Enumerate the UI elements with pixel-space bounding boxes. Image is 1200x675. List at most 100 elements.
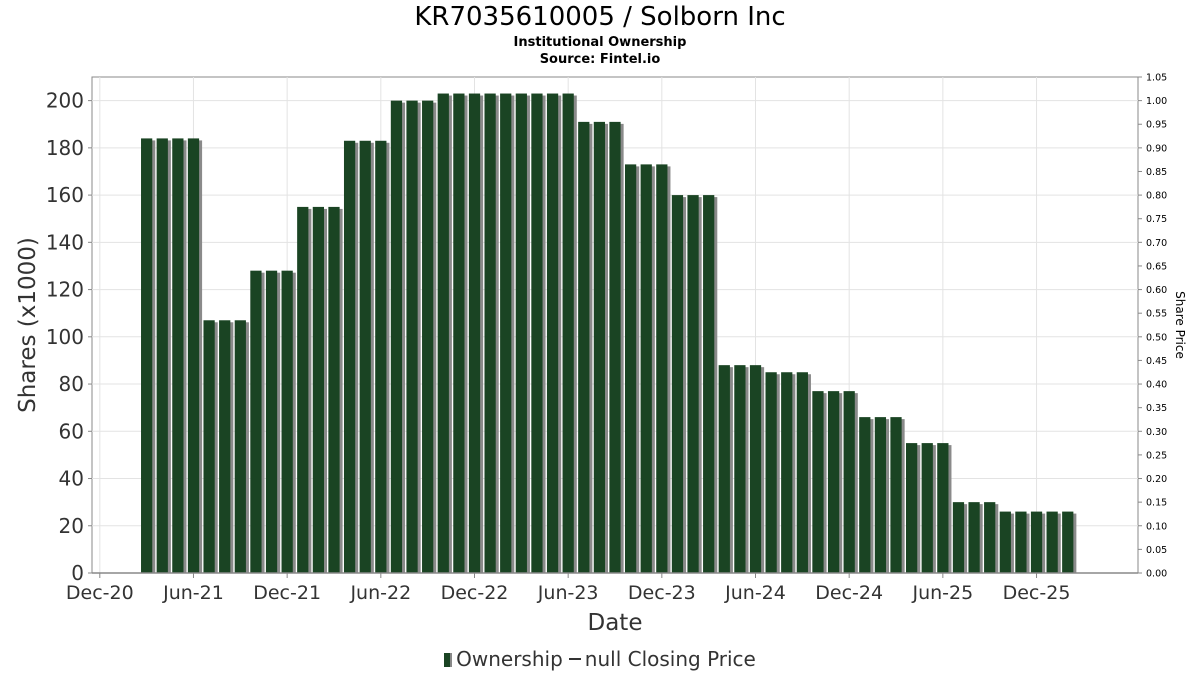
y2-tick-label: 1.00 [1146,96,1167,107]
y-tick-label: 20 [59,514,84,538]
bar [1030,511,1043,573]
y2-tick-label: 0.85 [1146,167,1167,178]
bar [437,93,449,574]
bar [656,164,668,573]
bar [687,195,699,573]
bar [874,417,887,573]
chart-source: Source: Fintel.io [539,52,661,67]
bar [141,138,153,573]
ownership-swatch-icon [444,653,453,667]
y-tick-label: 180 [46,136,84,160]
y2-tick-label: 0.50 [1146,332,1167,343]
legend-ownership: Ownership [456,647,563,671]
x-tick-label: Jun-25 [911,582,973,604]
y2-tick-label: 0.15 [1146,498,1167,509]
bar [390,100,403,573]
legend-price: null Closing Price [584,647,756,671]
bar [859,417,871,573]
y2-tick-label: 0.90 [1146,143,1167,154]
y2-tick-label: 0.35 [1146,403,1167,414]
y-tick-label: 80 [59,372,84,396]
bar [500,93,512,574]
x-tick-label: Dec-25 [1003,582,1071,604]
y-tick-label: 200 [46,89,84,113]
y2-tick-label: 0.55 [1146,309,1167,320]
axes [88,76,1142,578]
y-tick-label: 60 [59,419,84,443]
x-tick-label: Jun-24 [724,582,786,604]
bar [827,391,840,573]
bar [999,511,1011,573]
bar [203,320,215,573]
bar [843,391,855,573]
bar [718,365,730,573]
bar [765,372,777,573]
bar [250,270,262,573]
bar [297,206,309,573]
bar [578,121,590,573]
y2-tick-label: 0.20 [1146,474,1167,485]
bar [281,270,293,573]
axis-labels: 0 20 40 60 80 100 120 140 160 180 200 0.00 0.05 0.10 0… [15,73,1187,637]
y-axis-title: Shares (x1000) [15,237,41,413]
y-tick-label: 100 [46,325,84,349]
bar [812,391,824,573]
y2-axis-title: Share Price [1173,291,1187,359]
bar-series [141,93,1077,574]
bar [890,417,902,573]
bar [265,270,278,573]
y2-tick-label: 0.10 [1146,521,1167,532]
bar [640,164,652,573]
bar [453,93,465,574]
bar [796,372,808,573]
x-tick-label: Dec-24 [815,582,883,604]
bar [734,365,746,573]
bar [593,121,606,573]
bar [234,320,246,573]
legend: Ownership null Closing Price [0,647,1200,671]
bar [609,121,621,573]
y2-tick-label: 0.05 [1146,545,1167,556]
x-axis-title: Date [588,610,643,636]
y2-tick-label: 0.75 [1146,214,1167,225]
bar [515,93,527,574]
bar [562,93,574,574]
y-tick-label: 160 [46,183,84,207]
y-tick-label: 120 [46,278,84,302]
bar [156,138,168,573]
price-line-icon [568,658,581,660]
y2-tick-label: 0.00 [1146,569,1167,580]
bar [749,365,762,573]
y2-tick-label: 0.45 [1146,356,1167,367]
y-tick-label: 0 [71,561,84,585]
y2-tick-label: 0.80 [1146,191,1167,202]
bar [952,502,965,573]
bar [1046,511,1058,573]
bar [781,372,793,573]
bar [468,93,481,574]
y-tick-label: 40 [59,467,84,491]
bar [1062,511,1074,573]
y2-tick-label: 0.95 [1146,120,1167,131]
bar [624,164,637,573]
y2-tick-label: 0.65 [1146,261,1167,272]
bar [1015,511,1027,573]
x-tick-label: Dec-22 [441,582,509,604]
bar [546,93,559,574]
bar [375,140,387,573]
bar [172,138,184,573]
bar [187,138,200,573]
x-tick-label: Jun-21 [162,582,224,604]
bar [312,206,324,573]
bar [937,443,949,573]
x-tick-label: Dec-21 [253,582,321,604]
bar [906,443,918,573]
x-tick-label: Jun-22 [349,582,411,604]
x-tick-label: Dec-20 [66,582,134,604]
bar [968,502,980,573]
bar [984,502,996,573]
y2-tick-label: 0.30 [1146,427,1167,438]
y2-tick-label: 0.60 [1146,285,1167,296]
bar [359,140,371,573]
